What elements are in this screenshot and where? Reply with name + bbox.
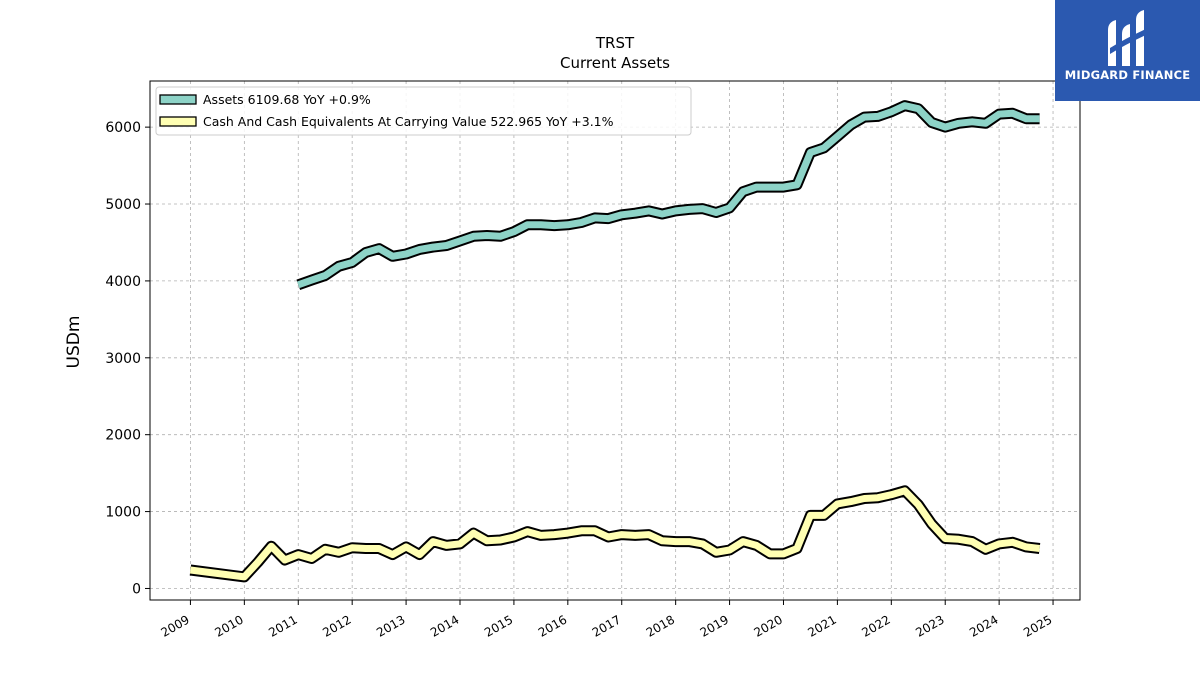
x-tick-label: 2018: [644, 612, 677, 639]
chart-subtitle: Current Assets: [560, 54, 670, 72]
x-tick-label: 2012: [320, 612, 353, 639]
legend-swatch-cash: [159, 116, 197, 127]
x-tick-label: 2024: [967, 612, 1000, 639]
brand-logo: MIDGARD FINANCE: [1055, 0, 1200, 101]
logo-mark-icon: [1108, 10, 1148, 66]
y-tick-label: 2000: [105, 428, 141, 444]
x-tick-label: 2010: [212, 612, 245, 639]
legend-frame: [155, 86, 692, 136]
x-tick-label: 2013: [374, 612, 407, 639]
x-tick-label: 2019: [698, 612, 731, 639]
axis-ticks: 0 1000 2000 3000 4000 5000 6000 2009 2010 2011 201…: [105, 120, 1054, 640]
series-1-line: [189, 487, 1041, 581]
y-tick-label: 3000: [105, 351, 141, 367]
series-layer: [189, 100, 1041, 583]
y-tick-label: 6000: [105, 120, 141, 136]
x-tick-label: 2021: [805, 612, 838, 639]
logo-text: MIDGARD FINANCE: [1064, 68, 1191, 82]
x-tick-label: 2014: [428, 612, 461, 639]
legend-label-assets: Assets 6109.68 YoY +0.9%: [203, 92, 371, 107]
x-tick-label: 2017: [590, 612, 623, 639]
legend-label-cash: Cash And Cash Equivalents At Carrying Va…: [203, 114, 614, 129]
x-tick-label: 2016: [536, 612, 569, 639]
y-tick-label: 1000: [105, 505, 141, 521]
y-tick-label: 0: [132, 581, 141, 597]
x-tick-label: 2022: [859, 612, 892, 639]
series-0-line: [297, 102, 1040, 289]
x-tick-label: 2015: [482, 612, 515, 639]
x-tick-label: 2023: [913, 612, 946, 639]
y-tick-label: 5000: [105, 197, 141, 213]
plot-frame: [149, 80, 1081, 601]
y-tick-label: 4000: [105, 274, 141, 290]
x-tick-label: 2025: [1021, 612, 1054, 639]
x-tick-label: 2020: [752, 612, 785, 639]
legend: Assets 6109.68 YoY +0.9% Cash And Cash E…: [155, 86, 692, 136]
y-axis-label: USDm: [64, 316, 84, 369]
x-tick-label: 2011: [266, 612, 299, 639]
chart-title: TRST: [595, 34, 635, 52]
legend-swatch-assets: [159, 94, 197, 105]
x-tick-label: 2009: [158, 612, 191, 639]
grid: [150, 81, 1080, 600]
